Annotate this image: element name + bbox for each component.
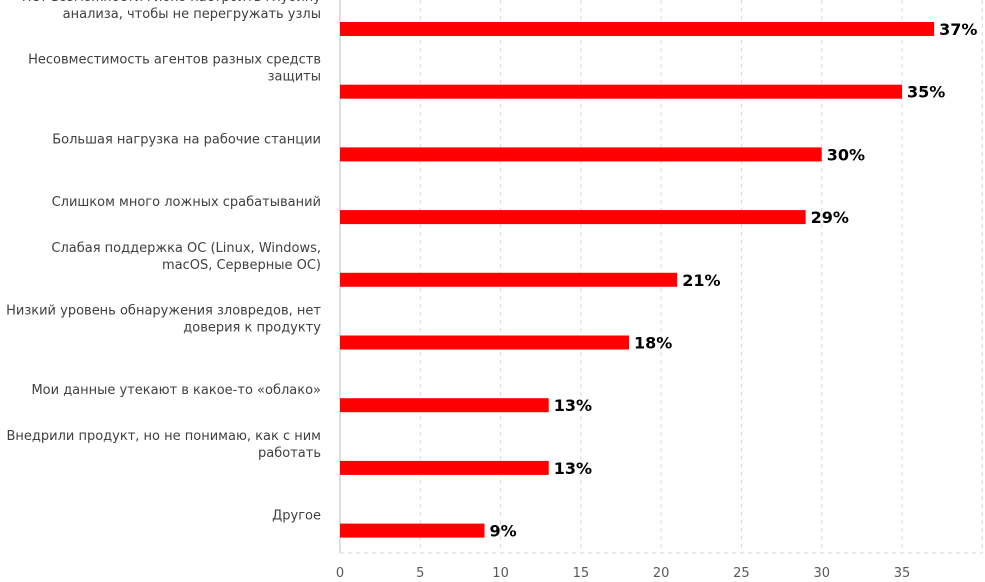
data-label: 35%: [907, 83, 945, 102]
x-tick-label: 25: [733, 566, 750, 581]
category-label: Мои данные утекают в какое-то «облако»: [31, 383, 321, 398]
category-label: Слишком много ложных срабатываний: [52, 195, 321, 210]
bar: [340, 22, 935, 36]
bar: [340, 84, 902, 99]
data-label: 9%: [490, 522, 517, 541]
data-labels: 37% 35% 30% 29% 21% 18% 13% 13% 9%: [490, 20, 978, 541]
category-label: Несовместимость агентов разных средств за…: [28, 53, 321, 85]
bar: [340, 147, 822, 162]
data-label: 13%: [554, 396, 592, 415]
data-label: 18%: [634, 334, 672, 353]
data-label: 13%: [554, 459, 592, 478]
data-label: 30%: [827, 145, 865, 164]
data-label: 29%: [811, 208, 849, 227]
data-label: 37%: [939, 20, 977, 39]
bar: [340, 272, 678, 287]
x-tick-label: 0: [336, 566, 344, 581]
data-label: 21%: [682, 271, 720, 290]
x-tick-label: 15: [573, 566, 590, 581]
x-tick-label: 30: [813, 566, 830, 581]
x-tick-label: 5: [416, 566, 424, 581]
bar: [340, 523, 485, 538]
x-tick-label: 20: [653, 566, 670, 581]
bar: [340, 335, 630, 350]
x-tick-label: 10: [492, 566, 509, 581]
bar: [340, 210, 806, 225]
category-label: Большая нагрузка на рабочие станции: [52, 132, 321, 147]
category-label: Другое: [272, 509, 321, 524]
bar: [340, 460, 549, 475]
category-label: Слабая поддержка ОС (Linux, Windows, macO…: [51, 241, 321, 273]
x-tick-label: 35: [894, 566, 911, 581]
category-labels: Нет возможности гибко настроить глубинуа…: [6, 0, 321, 524]
category-label: Низкий уровень обнаружения зловредов, не…: [6, 304, 321, 336]
category-label: Нет возможности гибко настроить глубинуа…: [22, 0, 321, 22]
bar: [340, 398, 549, 413]
x-axis-tick-labels: 0 5 10 15 20 25 30 35: [336, 566, 910, 581]
category-label: Внедрили продукт, но не понимаю, как с н…: [6, 429, 321, 461]
bars: [340, 22, 935, 538]
